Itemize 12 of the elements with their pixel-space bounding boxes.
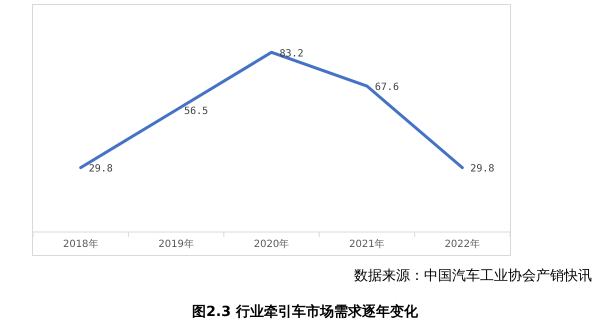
data-label: 29.8 — [88, 164, 113, 175]
text: 图2.3 行业牵引车市场需求逐年变化 — [192, 303, 419, 320]
data-label: 29.8 — [470, 164, 494, 175]
data-label: 83.2 — [280, 48, 304, 60]
data-label: 56.5 — [184, 106, 208, 117]
x-tick-label: 2018年 — [62, 238, 98, 250]
source-note: 数据来源：中国汽车工业协会产销快讯 — [354, 268, 592, 284]
x-tick-label: 2021年 — [349, 238, 385, 250]
x-tick-label: 2019年 — [158, 238, 194, 250]
data-label: 67.6 — [374, 82, 399, 94]
x-tick-label: 2022年 — [444, 238, 480, 250]
x-tick-label: 2020年 — [254, 238, 290, 250]
